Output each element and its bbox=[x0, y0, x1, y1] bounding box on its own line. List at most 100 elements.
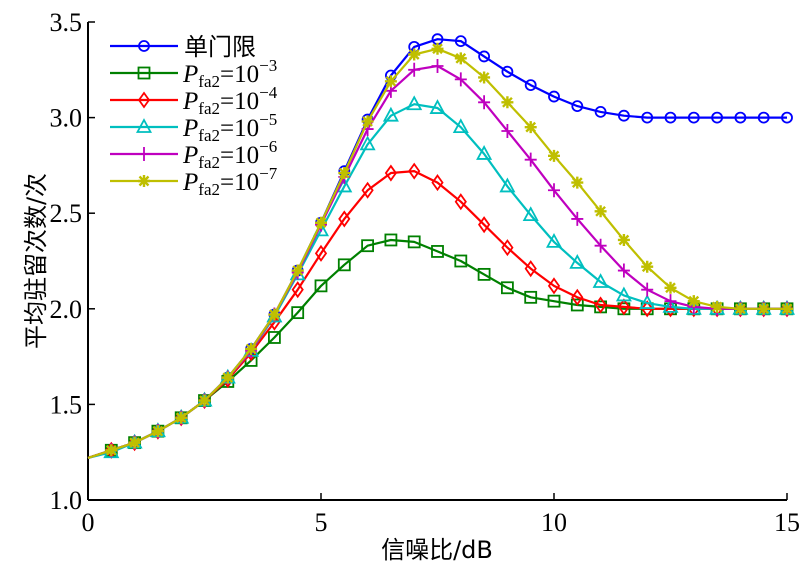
legend-item: Pfa2=10−7 bbox=[110, 164, 278, 199]
x-tick-label: 10 bbox=[541, 508, 567, 537]
data-point bbox=[291, 306, 305, 320]
data-point bbox=[594, 238, 607, 253]
data-point bbox=[454, 254, 468, 268]
legend-label-p: P bbox=[182, 115, 198, 142]
y-tick-label: 1.5 bbox=[50, 390, 83, 419]
data-point bbox=[757, 302, 770, 315]
data-point bbox=[221, 371, 234, 384]
data-point bbox=[476, 145, 493, 160]
data-point bbox=[547, 277, 561, 295]
data-point bbox=[594, 205, 607, 218]
data-point bbox=[429, 99, 446, 114]
data-point bbox=[477, 267, 491, 281]
data-point bbox=[594, 296, 607, 314]
legend: 单门限Pfa2=10−3Pfa2=10−4Pfa2=10−5Pfa2=10−6P… bbox=[110, 33, 278, 199]
data-point bbox=[135, 118, 153, 133]
legend-label-p: P bbox=[182, 142, 198, 169]
y-tick-label: 2.0 bbox=[50, 295, 83, 324]
data-point bbox=[315, 216, 327, 229]
data-point bbox=[615, 286, 632, 302]
legend-label-exp: −7 bbox=[259, 164, 278, 183]
data-point bbox=[337, 258, 351, 272]
data-point bbox=[548, 149, 560, 162]
data-point bbox=[382, 106, 399, 122]
data-point bbox=[105, 444, 118, 457]
legend-label-p: P bbox=[182, 61, 198, 88]
data-point bbox=[452, 118, 469, 134]
series-2 bbox=[87, 162, 794, 459]
legend-label-eq: =10 bbox=[220, 169, 259, 196]
data-point bbox=[361, 181, 374, 199]
legend-label: 单门限 bbox=[184, 33, 256, 61]
data-point bbox=[384, 233, 398, 247]
data-point bbox=[501, 65, 514, 78]
legend-label-p: P bbox=[182, 88, 198, 115]
legend-label-sub: fa2 bbox=[198, 126, 220, 145]
data-point bbox=[431, 245, 444, 258]
series-line bbox=[87, 238, 787, 459]
data-point bbox=[175, 411, 188, 424]
data-point bbox=[431, 42, 444, 55]
data-point bbox=[524, 260, 537, 278]
data-point bbox=[454, 72, 467, 87]
data-point bbox=[338, 210, 351, 228]
legend-label-eq: =10 bbox=[220, 61, 259, 88]
data-point bbox=[478, 50, 491, 63]
legend-label-eq: =10 bbox=[220, 88, 259, 115]
data-point bbox=[314, 244, 328, 262]
data-point bbox=[617, 233, 630, 246]
data-point bbox=[664, 281, 677, 294]
legend-label-eq: =10 bbox=[220, 142, 259, 169]
data-point bbox=[548, 183, 560, 198]
x-tick-label: 0 bbox=[82, 508, 95, 537]
legend-label: Pfa2=10−5 bbox=[182, 110, 277, 145]
legend-label: Pfa2=10−4 bbox=[182, 83, 278, 118]
data-point bbox=[592, 273, 609, 288]
data-point bbox=[617, 263, 630, 278]
x-tick-label: 15 bbox=[774, 508, 800, 537]
legend-label: Pfa2=10−7 bbox=[182, 164, 278, 199]
data-point bbox=[639, 294, 656, 309]
series-line bbox=[87, 170, 787, 459]
legend-label-sub: fa2 bbox=[198, 99, 220, 118]
data-point bbox=[268, 308, 281, 321]
data-point bbox=[128, 436, 141, 449]
legend-item: Pfa2=10−5 bbox=[110, 110, 277, 145]
legend-item: Pfa2=10−6 bbox=[110, 137, 277, 172]
legend-label-sub: fa2 bbox=[198, 153, 220, 172]
data-point bbox=[687, 111, 700, 124]
data-point bbox=[641, 300, 654, 318]
data-point bbox=[291, 264, 304, 277]
data-point bbox=[138, 147, 150, 161]
data-point bbox=[618, 109, 630, 122]
x-tick-label: 5 bbox=[315, 508, 328, 537]
data-point bbox=[384, 164, 398, 182]
data-point bbox=[478, 71, 491, 84]
data-point bbox=[548, 90, 560, 103]
data-point bbox=[571, 211, 584, 226]
legend-item: Pfa2=10−4 bbox=[110, 83, 278, 118]
y-tick-label: 3.0 bbox=[50, 104, 83, 133]
data-point bbox=[361, 239, 375, 253]
axes: 0 5 10 15 1.0 1.5 2.0 2.5 3.0 3.5 bbox=[50, 8, 800, 537]
data-point bbox=[524, 152, 537, 167]
data-point bbox=[545, 232, 563, 248]
data-point bbox=[617, 298, 631, 316]
data-point bbox=[359, 135, 376, 151]
data-point bbox=[734, 111, 747, 124]
legend-label-exp: −3 bbox=[259, 56, 277, 75]
data-point bbox=[267, 331, 281, 344]
data-point bbox=[501, 239, 514, 257]
legend-label-sub: fa2 bbox=[198, 180, 220, 199]
legend-label-sub: fa2 bbox=[198, 72, 220, 91]
data-point bbox=[198, 394, 211, 407]
data-point bbox=[522, 206, 539, 222]
data-point bbox=[524, 79, 537, 91]
data-point bbox=[547, 294, 561, 308]
data-point bbox=[781, 302, 793, 315]
data-point bbox=[711, 300, 724, 313]
data-point bbox=[500, 281, 514, 295]
data-point bbox=[454, 52, 467, 65]
data-point bbox=[501, 96, 514, 109]
